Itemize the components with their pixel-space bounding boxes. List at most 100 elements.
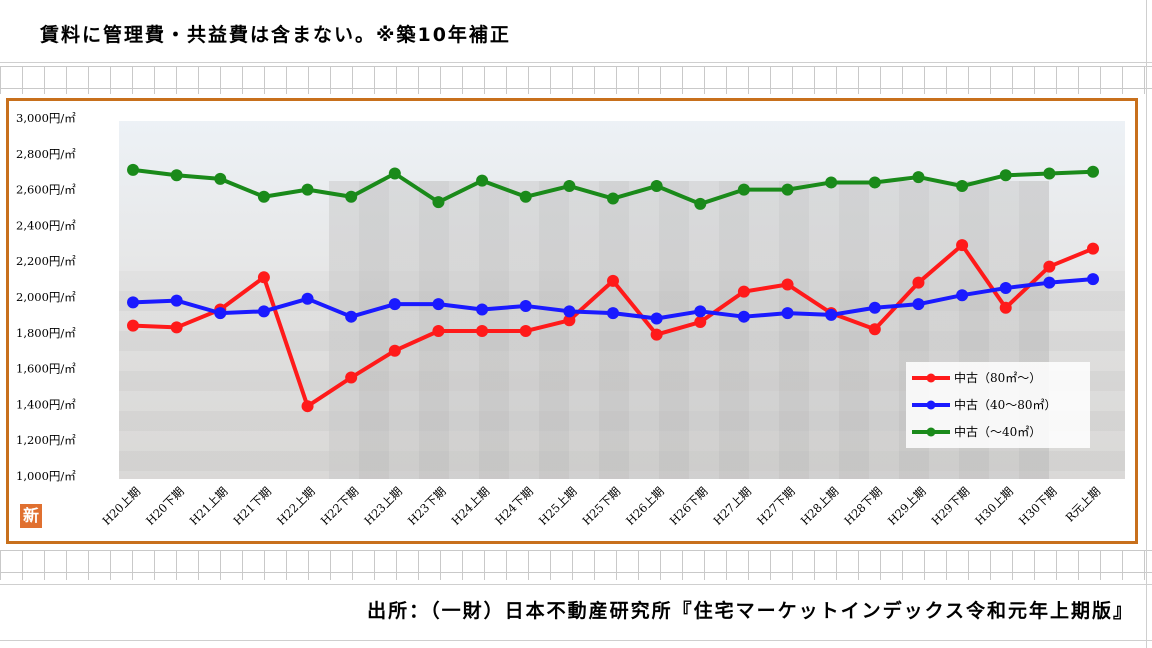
data-point-blue [127,296,139,309]
data-point-green [781,183,794,196]
data-point-red [1043,260,1056,273]
y-tick-label: 2,000円/㎡ [16,290,76,304]
data-point-blue [912,298,925,311]
data-point-green [868,176,881,189]
data-point-red [607,274,619,287]
x-tick-label: H28上期 [798,484,842,528]
data-point-green [694,197,707,210]
data-point-red [999,301,1012,314]
data-point-red [737,285,750,298]
data-point-green [432,196,445,209]
data-point-blue [257,305,270,318]
x-tick-label: R元上期 [1063,484,1103,524]
data-point-blue [432,298,445,311]
x-tick-label: H20下期 [143,484,187,528]
data-point-green [999,169,1012,182]
y-tick-label: 1,000円/㎡ [16,469,76,483]
data-point-green [257,190,270,203]
data-point-blue [781,307,794,320]
data-point-green [956,180,969,193]
data-point-green [127,163,139,176]
x-tick-label: H29上期 [885,484,929,528]
data-point-red [388,344,401,357]
data-point-green [345,190,358,203]
x-tick-label: H29下期 [929,484,973,528]
y-tick-label: 1,200円/㎡ [16,433,76,447]
grid-band-top [0,66,1152,94]
x-tick-label: H24上期 [449,484,493,528]
data-point-green [519,190,532,203]
data-point-red [301,400,314,413]
x-tick-label: H21上期 [187,484,231,528]
data-point-blue [301,292,314,305]
x-tick-label: H21下期 [230,484,274,528]
data-point-red [956,239,969,252]
y-tick-label: 2,600円/㎡ [16,183,76,197]
x-tick-label: H27下期 [754,484,798,528]
x-tick-label: H22上期 [274,484,318,528]
data-point-blue [607,307,619,320]
data-point-blue [519,299,532,312]
data-point-red [519,325,532,338]
y-tick-label: 1,800円/㎡ [16,326,76,340]
data-point-green [301,183,314,196]
x-tick-label: H27上期 [710,484,754,528]
data-point-red [563,314,576,327]
legend-label-red: 中古（80㎡～） [954,370,1041,385]
y-tick-label: 2,200円/㎡ [16,254,76,268]
data-point-blue [388,298,401,311]
divider [0,640,1152,641]
data-point-blue [868,301,881,314]
data-point-red [432,325,445,338]
x-tick-label: H23下期 [405,484,449,528]
data-point-green [650,180,663,193]
x-tick-label: H26下期 [667,484,711,528]
y-tick-label: 1,400円/㎡ [16,397,76,411]
new-badge-icon: 新 [20,504,42,528]
data-point-blue [170,294,183,307]
data-point-green [563,180,576,193]
divider [0,62,1152,63]
data-point-green [1087,165,1099,178]
data-point-red [912,276,925,289]
data-point-blue [956,289,969,302]
legend-marker-blue [926,400,936,410]
data-point-red [127,319,139,332]
legend-label-blue: 中古（40～80㎡） [954,397,1057,412]
x-tick-label: H20上期 [100,484,144,528]
data-point-blue [563,305,576,318]
data-point-red [476,325,489,338]
y-tick-label: 2,800円/㎡ [16,147,76,161]
data-point-blue [737,310,750,323]
data-point-blue [1087,273,1099,286]
data-point-green [476,174,489,187]
y-tick-label: 1,600円/㎡ [16,362,76,376]
data-point-green [214,172,227,185]
x-tick-label: H26上期 [623,484,667,528]
x-tick-label: H28下期 [841,484,885,528]
legend-marker-green [926,427,936,437]
data-point-blue [214,307,227,320]
grid-band-bottom [0,550,1152,580]
data-point-red [345,371,358,384]
data-point-red [650,328,663,341]
data-point-blue [1043,276,1056,289]
data-point-green [737,183,750,196]
x-tick-label: H25上期 [536,484,580,528]
data-point-green [825,176,838,189]
x-tick-label: H25下期 [580,484,624,528]
data-point-blue [694,305,707,318]
data-point-red [1087,242,1099,255]
divider [0,584,1152,585]
y-tick-label: 3,000円/㎡ [16,111,76,125]
data-point-blue [650,312,663,325]
data-point-blue [345,310,358,323]
legend-label-green: 中古（～40㎡） [954,424,1041,439]
data-point-blue [999,282,1012,295]
x-tick-label: H23上期 [361,484,405,528]
background-photo [119,121,1125,479]
x-tick-label: H30上期 [972,484,1016,528]
x-tick-label: H30下期 [1016,484,1060,528]
x-tick-label: H24下期 [492,484,536,528]
y-tick-label: 2,400円/㎡ [16,218,76,232]
